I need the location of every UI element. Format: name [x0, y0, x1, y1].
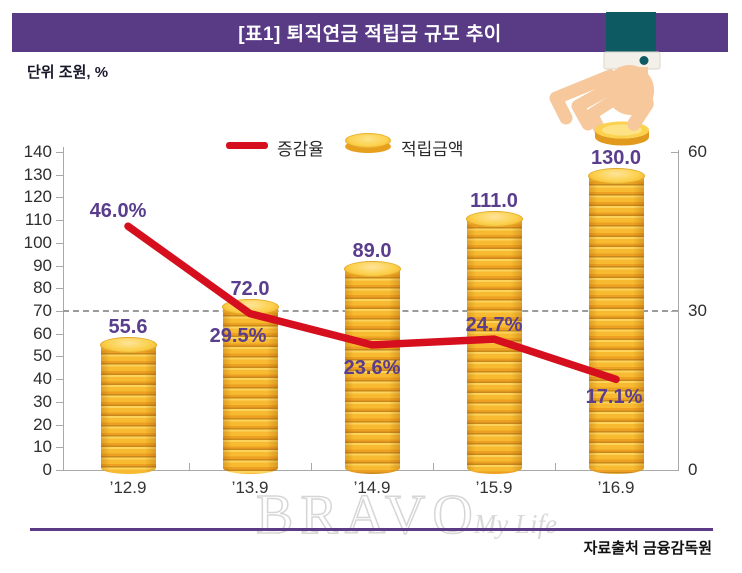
y-axis-left-tick: [56, 333, 63, 335]
y-axis-right-tick: [671, 152, 678, 153]
page-title: [표1] 퇴직연금 적립금 규모 추이: [238, 24, 502, 45]
y-axis-left-tick: [56, 356, 63, 358]
legend-coin-icon: [345, 133, 391, 154]
x-axis-tick: [311, 463, 312, 470]
bar-coin-stack-1: [100, 336, 157, 474]
y-axis-left-label-40: 40: [33, 369, 52, 389]
y-axis-left-tick: [56, 197, 63, 199]
y-axis-left-label-50: 50: [33, 346, 52, 366]
y-axis-left-label-140: 140: [23, 142, 52, 161]
bar-value-label: 72.0: [230, 278, 270, 301]
y-axis-left-label-70: 70: [33, 301, 52, 320]
hand-dropping-coin-icon: [549, 51, 661, 146]
line-point-label: 46.0%: [89, 200, 147, 223]
x-axis-category-label: ’13.9: [231, 478, 269, 497]
footer-divider: [30, 528, 713, 531]
y-axis-left-label-0: 0: [42, 460, 52, 479]
y-axis-left-label-10: 10: [33, 437, 52, 457]
y-axis-left-tick: [56, 379, 63, 381]
y-axis-left-label-130: 130: [23, 164, 52, 184]
y-axis-left-tick: [56, 288, 63, 290]
legend-coin-label: 적립금액: [401, 140, 464, 159]
y-axis-left-tick: [56, 174, 63, 176]
thumb: [627, 73, 654, 131]
unit-label: 단위 조원, %: [27, 64, 109, 81]
y-axis-left-label-90: 90: [33, 255, 52, 275]
bar-coin-stack-4: [466, 210, 523, 474]
sleeve-illustration: [606, 12, 656, 53]
y-axis-right-label-30: 30: [688, 301, 707, 320]
legend-line-label: 증감율: [277, 140, 324, 159]
bar-value-label: 89.0: [352, 239, 392, 262]
y-axis-left-tick: [56, 401, 63, 403]
y-axis-right-tick: [671, 470, 678, 471]
y-axis-left-label-20: 20: [33, 414, 52, 434]
y-axis-left-label-120: 120: [23, 187, 52, 207]
line-point-label: 24.7%: [465, 314, 523, 337]
y-axis-left-tick: [56, 311, 63, 312]
falling-coin-edge: [595, 130, 649, 146]
left-axis-line: [63, 147, 64, 471]
y-axis-left-tick: [56, 424, 63, 426]
y-axis-right-label-60: 60: [688, 142, 707, 161]
y-axis-right-tick: [671, 311, 678, 312]
y-axis-left-label-80: 80: [33, 278, 52, 298]
right-axis-line: [678, 150, 679, 471]
x-axis-category-label: ’15.9: [475, 478, 513, 497]
y-axis-left-tick: [56, 470, 63, 471]
x-axis-category-label: ’12.9: [109, 478, 147, 497]
x-axis-tick: [555, 463, 556, 470]
y-axis-left-label-30: 30: [33, 391, 52, 411]
cuff-button: [639, 56, 649, 65]
y-axis-left-tick: [56, 220, 63, 222]
bar-value-label: 111.0: [470, 189, 518, 212]
y-axis-left-tick: [56, 447, 63, 449]
y-axis-left-tick: [56, 265, 63, 267]
bar-value-label: 55.6: [108, 315, 148, 338]
y-axis-left-label-60: 60: [33, 323, 52, 343]
x-axis-tick: [189, 463, 190, 470]
bar-value-label: 130.0: [590, 146, 642, 169]
y-axis-left-tick: [56, 152, 63, 153]
finger: [549, 69, 617, 125]
line-point-label: 29.5%: [209, 324, 267, 347]
y-axis-right-label-0: 0: [688, 460, 698, 479]
bar-coin-stack-5: [588, 167, 645, 474]
legend-line-swatch: [226, 142, 268, 149]
y-axis-left-tick: [56, 242, 63, 244]
watermark-brand: BRAVO: [255, 483, 480, 547]
finger: [586, 90, 626, 136]
y-axis-left-label-100: 100: [23, 232, 52, 252]
line-point-label: 23.6%: [343, 356, 401, 379]
watermark: BRAVOMy Life: [255, 483, 558, 547]
coin-face: [345, 133, 391, 148]
line-point-label: 17.1%: [585, 386, 643, 409]
watermark-script: My Life: [473, 509, 558, 539]
source-attribution: 자료출처 금융감독원: [583, 540, 712, 557]
y-axis-left-label-110: 110: [24, 210, 52, 230]
x-axis-category-label: ’14.9: [353, 478, 391, 497]
finger: [571, 79, 621, 131]
x-axis-tick: [433, 463, 434, 470]
x-axis-category-label: ’16.9: [597, 478, 635, 497]
